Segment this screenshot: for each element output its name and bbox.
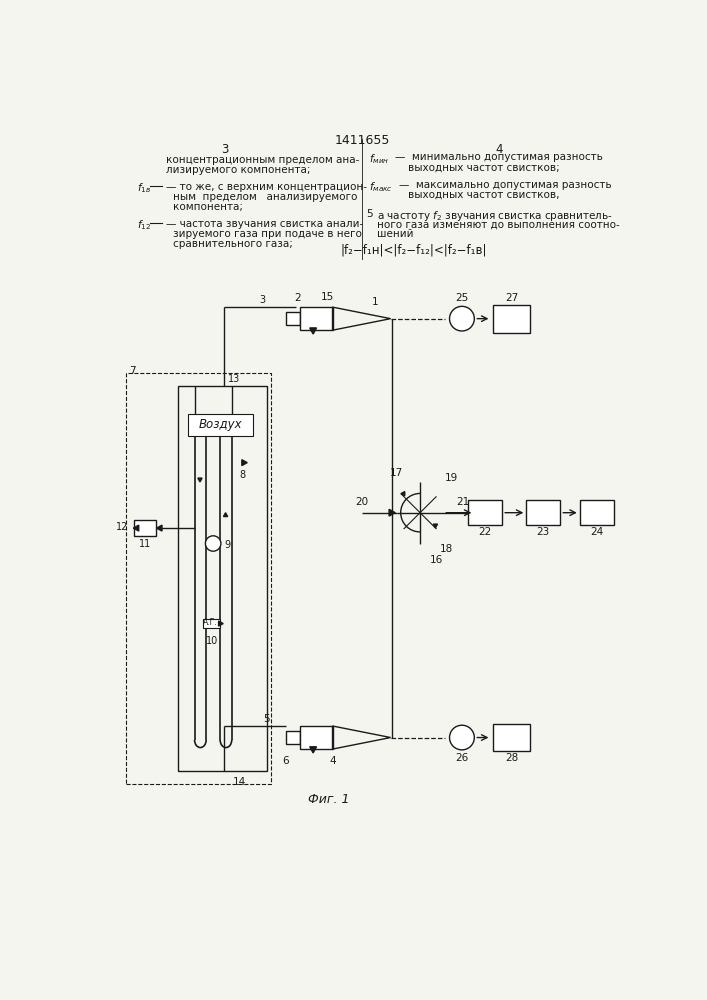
Text: — частота звучания свистка анали-: — частота звучания свистка анали- xyxy=(166,219,363,229)
Text: |f₂−f₁н|<|f₂−f₁₂|<|f₂−f₁в|: |f₂−f₁н|<|f₂−f₁₂|<|f₂−f₁в| xyxy=(341,243,487,256)
Text: 9: 9 xyxy=(224,540,230,550)
Bar xyxy=(126,373,271,784)
Text: 11: 11 xyxy=(139,539,151,549)
Text: 5: 5 xyxy=(366,209,373,219)
Text: 2: 2 xyxy=(294,293,301,303)
Text: концентрационным пределом ана-: концентрационным пределом ана- xyxy=(166,155,359,165)
Text: 1411655: 1411655 xyxy=(334,134,390,147)
Text: 5: 5 xyxy=(263,714,270,724)
Bar xyxy=(187,414,253,436)
Text: компонента;: компонента; xyxy=(173,202,243,212)
Text: сравнительного газа;: сравнительного газа; xyxy=(173,239,293,249)
Text: 14: 14 xyxy=(233,777,246,787)
Text: 6: 6 xyxy=(283,756,289,766)
Text: 20: 20 xyxy=(356,497,368,507)
Circle shape xyxy=(450,725,474,750)
Text: шений: шений xyxy=(377,229,413,239)
Text: 10: 10 xyxy=(206,636,218,646)
Text: —  максимально допустимая разность: — максимально допустимая разность xyxy=(399,180,612,190)
Text: —  минимально допустимая разность: — минимально допустимая разность xyxy=(395,152,602,162)
Polygon shape xyxy=(401,492,405,496)
Text: 28: 28 xyxy=(505,753,518,763)
Text: 8: 8 xyxy=(240,470,245,480)
Text: выходных частот свистков;: выходных частот свистков; xyxy=(409,162,560,172)
Text: 15: 15 xyxy=(320,292,334,302)
Text: лизируемого компонента;: лизируемого компонента; xyxy=(166,165,310,175)
Text: 4: 4 xyxy=(329,756,336,766)
Text: 3: 3 xyxy=(259,295,266,305)
Text: $f_{1в}$: $f_{1в}$ xyxy=(137,182,151,195)
Text: 4: 4 xyxy=(496,143,503,156)
Text: А.Г.: А.Г. xyxy=(203,618,218,627)
Circle shape xyxy=(206,536,221,551)
Text: 1: 1 xyxy=(372,297,378,307)
Bar xyxy=(493,724,530,751)
Text: 21: 21 xyxy=(456,497,469,507)
Text: 26: 26 xyxy=(455,753,469,763)
Bar xyxy=(580,500,614,525)
Circle shape xyxy=(450,306,474,331)
Text: Воздух: Воздух xyxy=(199,418,243,431)
Bar xyxy=(134,520,156,536)
Polygon shape xyxy=(433,524,438,528)
Polygon shape xyxy=(223,513,228,517)
Polygon shape xyxy=(310,328,317,334)
Text: выходных частот свистков,: выходных частот свистков, xyxy=(409,190,560,200)
Bar xyxy=(526,500,561,525)
Text: 12: 12 xyxy=(115,522,128,532)
Text: зируемого газа при подаче в него: зируемого газа при подаче в него xyxy=(173,229,362,239)
Polygon shape xyxy=(242,460,247,466)
Bar xyxy=(300,307,332,330)
Polygon shape xyxy=(218,621,223,626)
Polygon shape xyxy=(134,525,139,531)
Text: 25: 25 xyxy=(455,293,469,303)
Text: а частоту $f_2$ звучания свистка сравнитель-: а частоту $f_2$ звучания свистка сравнит… xyxy=(377,209,612,223)
Bar xyxy=(286,731,300,744)
Text: 16: 16 xyxy=(429,555,443,565)
Text: 17: 17 xyxy=(390,468,404,478)
Polygon shape xyxy=(389,509,395,516)
Text: 24: 24 xyxy=(590,527,603,537)
Text: 18: 18 xyxy=(440,544,452,554)
Text: Фиг. 1: Фиг. 1 xyxy=(308,793,349,806)
Text: $f_{мин}$: $f_{мин}$ xyxy=(369,152,390,166)
Text: $f_{макс}$: $f_{макс}$ xyxy=(369,180,393,194)
Text: 7: 7 xyxy=(129,366,136,376)
Bar xyxy=(300,726,332,749)
Bar xyxy=(286,312,300,325)
Text: ным  пределом   анализируемого: ным пределом анализируемого xyxy=(173,192,357,202)
Text: 3: 3 xyxy=(221,143,228,156)
Bar xyxy=(493,305,530,333)
Polygon shape xyxy=(198,478,202,482)
Text: 13: 13 xyxy=(228,374,240,384)
Text: 22: 22 xyxy=(479,527,492,537)
Text: ного газа изменяют до выполнения соотно-: ного газа изменяют до выполнения соотно- xyxy=(377,219,619,229)
Text: 23: 23 xyxy=(537,527,550,537)
Text: — то же, с верхним концентрацион-: — то же, с верхним концентрацион- xyxy=(166,182,367,192)
Polygon shape xyxy=(310,747,317,753)
Bar xyxy=(177,386,267,771)
Bar xyxy=(203,619,220,628)
Text: 19: 19 xyxy=(445,473,458,483)
Text: $f_{12}$: $f_{12}$ xyxy=(137,219,151,232)
Bar xyxy=(468,500,502,525)
Text: 27: 27 xyxy=(505,293,518,303)
Polygon shape xyxy=(156,525,162,531)
